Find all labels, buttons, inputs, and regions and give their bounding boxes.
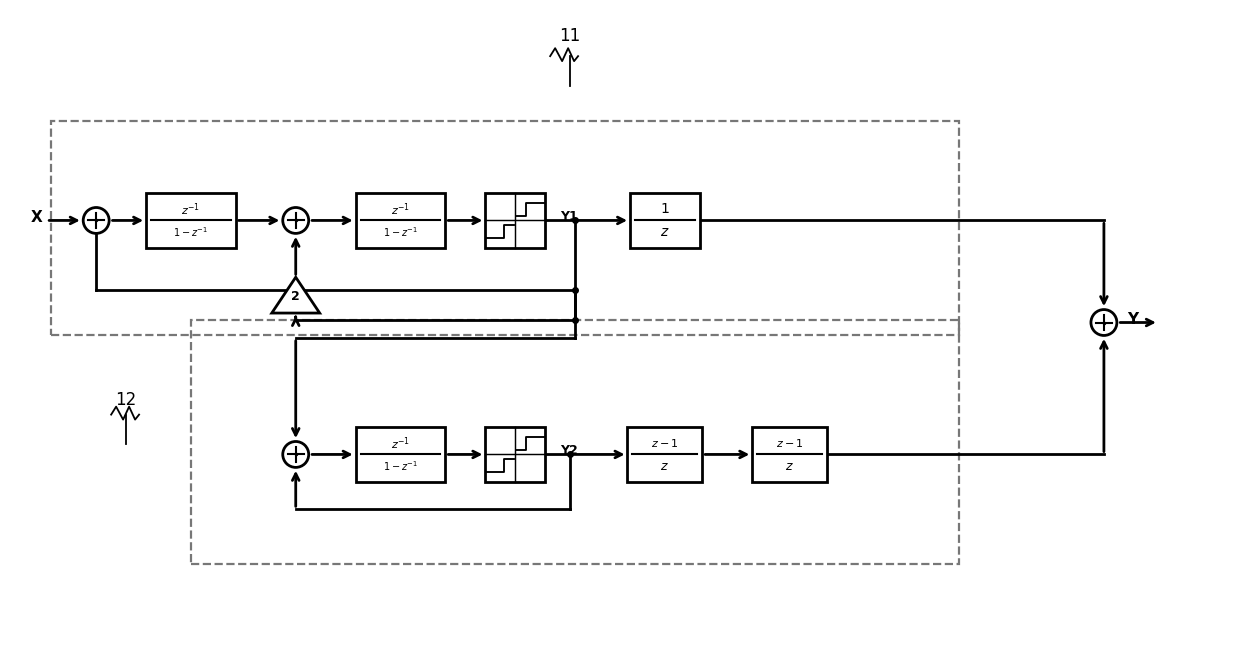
- Circle shape: [83, 207, 109, 233]
- Bar: [485, 427, 546, 482]
- Text: $1-z^{-1}$: $1-z^{-1}$: [383, 460, 418, 473]
- Text: $z$: $z$: [660, 226, 670, 239]
- Bar: [191, 320, 960, 564]
- Bar: [146, 193, 236, 248]
- Text: $1-z^{-1}$: $1-z^{-1}$: [174, 226, 208, 239]
- Text: X: X: [31, 210, 42, 225]
- Bar: [627, 427, 702, 482]
- Text: $z-1$: $z-1$: [651, 437, 678, 450]
- Text: 11: 11: [559, 27, 580, 46]
- Bar: [356, 193, 445, 248]
- Circle shape: [283, 207, 309, 233]
- Bar: [630, 193, 699, 248]
- Text: $z^{-1}$: $z^{-1}$: [391, 202, 410, 218]
- Polygon shape: [272, 277, 320, 313]
- Bar: [753, 427, 827, 482]
- Text: Y: Y: [1127, 312, 1138, 327]
- Text: $z$: $z$: [661, 460, 670, 473]
- Circle shape: [283, 441, 309, 467]
- Text: 2: 2: [291, 290, 300, 303]
- Text: $z$: $z$: [785, 460, 794, 473]
- Text: 12: 12: [115, 391, 136, 409]
- Bar: [356, 427, 445, 482]
- Bar: [51, 121, 960, 335]
- Text: $z-1$: $z-1$: [776, 437, 804, 450]
- Text: $1$: $1$: [660, 203, 670, 216]
- Bar: [485, 193, 546, 248]
- Text: $1-z^{-1}$: $1-z^{-1}$: [383, 226, 418, 239]
- Circle shape: [1091, 309, 1117, 335]
- Text: Y2: Y2: [560, 444, 578, 457]
- Text: $z^{-1}$: $z^{-1}$: [181, 202, 201, 218]
- Text: $z^{-1}$: $z^{-1}$: [391, 436, 410, 452]
- Text: Y1: Y1: [560, 210, 578, 223]
